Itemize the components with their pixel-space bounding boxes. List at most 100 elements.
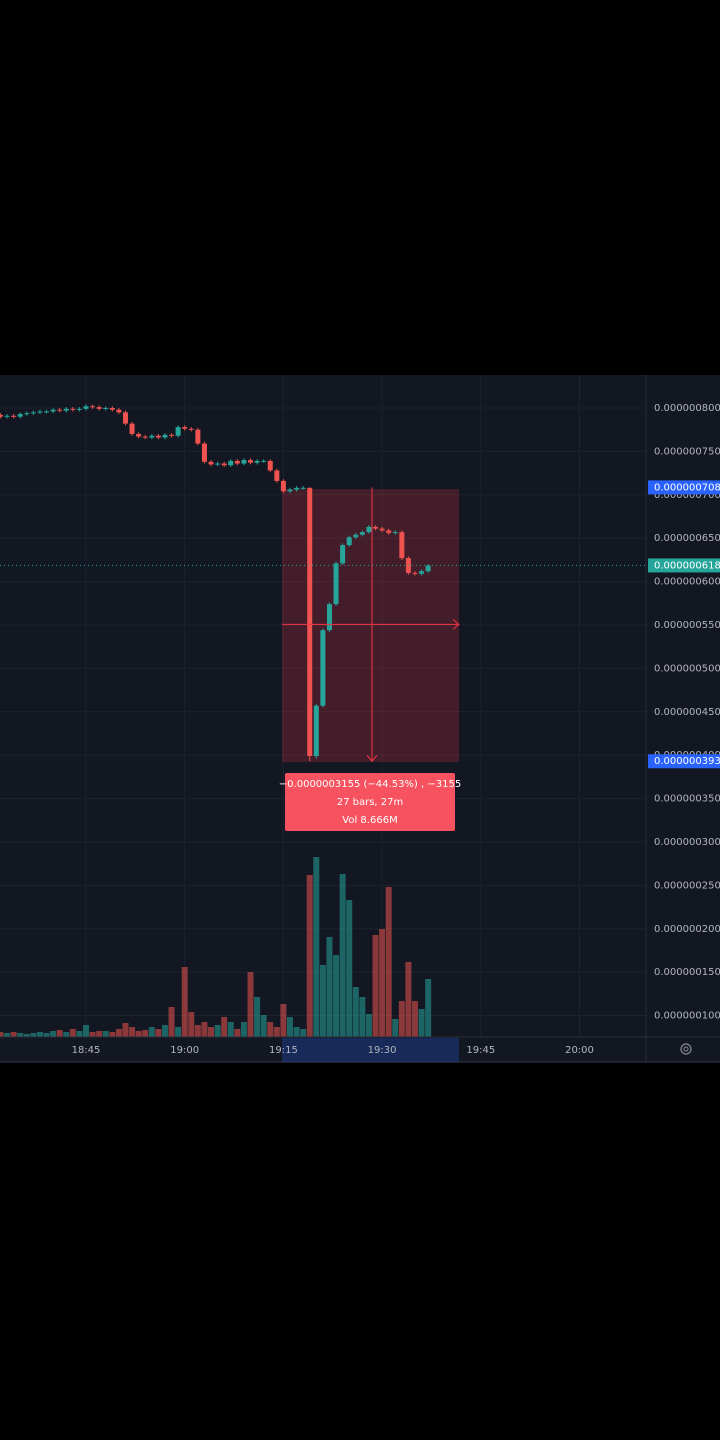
volume-bar	[234, 1029, 241, 1037]
candle-body	[188, 428, 194, 430]
measure-to-label-box	[648, 754, 720, 769]
volume-bar	[17, 1033, 24, 1037]
volume-bar	[412, 1001, 418, 1037]
candle-body	[30, 412, 36, 414]
candle-body	[116, 409, 122, 413]
volume-bar	[392, 1019, 399, 1037]
measure-text: 27 bars, 27m	[337, 797, 404, 808]
volume-bar	[201, 1022, 208, 1037]
measure-from-label-text: 0.0000007085	[654, 482, 720, 493]
volume-bar	[254, 997, 261, 1037]
volume-bar	[333, 955, 340, 1037]
volume-bar	[300, 1029, 307, 1037]
y-tick-label: 0.0000003500	[654, 794, 720, 805]
x-tick-label: 20:00	[565, 1045, 594, 1056]
volume-bar	[168, 1007, 175, 1037]
y-tick-label: 0.0000007500	[654, 446, 720, 457]
candle-body	[122, 412, 128, 424]
candle-body	[333, 563, 339, 605]
measure-text: −0.0000003155 (−44.53%) , −3155	[279, 779, 461, 790]
candle-body	[136, 434, 142, 437]
volume-bar	[418, 1009, 425, 1037]
volume-bar	[319, 965, 326, 1037]
volume-bar	[56, 1030, 63, 1037]
candle-body	[37, 411, 43, 413]
axis-layer: 0.0000001000 0.0000001500 0.0000002000 0.00…	[72, 403, 720, 1056]
volume-bar	[122, 1023, 129, 1037]
volume-bar	[109, 1032, 116, 1037]
volume-bar	[379, 929, 386, 1037]
candle-body	[63, 408, 69, 411]
x-tick-label: 19:15	[269, 1045, 298, 1056]
candle-body	[399, 532, 405, 559]
volume-layer	[0, 857, 432, 1037]
x-tick-label: 19:30	[368, 1045, 397, 1056]
volume-bar	[76, 1031, 83, 1037]
volume-bar	[102, 1031, 109, 1037]
volume-bar	[115, 1029, 122, 1037]
volume-bar	[194, 1025, 201, 1037]
volume-bar	[30, 1033, 37, 1037]
y-tick-label: 0.0000002000	[654, 924, 720, 935]
candle-body	[83, 406, 89, 409]
volume-bar	[372, 935, 379, 1037]
candle-body	[307, 487, 313, 757]
y-tick-label: 0.0000003000	[654, 837, 720, 848]
y-tick-label: 0.0000008000	[654, 403, 720, 414]
volume-bar	[247, 972, 254, 1037]
candle-body	[208, 461, 214, 465]
settings-icon[interactable]	[680, 1043, 692, 1055]
candle-body	[129, 423, 135, 435]
candle-body	[90, 406, 96, 408]
measure-v-arrow	[366, 754, 378, 763]
volume-bar	[346, 900, 353, 1037]
candle-body	[70, 408, 76, 410]
candle-body	[182, 427, 188, 429]
gear-hub	[683, 1046, 689, 1052]
candle-body	[195, 429, 201, 444]
x-tick-label: 19:00	[170, 1045, 199, 1056]
candle-body	[169, 434, 175, 436]
candle-body	[412, 572, 418, 574]
x-tick-label: 19:45	[466, 1045, 495, 1056]
grid	[0, 375, 646, 1037]
candle-layer	[0, 404, 431, 762]
candle-body	[155, 435, 161, 438]
volume-bar	[129, 1027, 136, 1037]
volume-bar	[425, 979, 432, 1037]
volume-bar	[148, 1027, 155, 1037]
candle-body	[419, 571, 425, 574]
y-tick-label: 0.0000005000	[654, 663, 720, 674]
overlay: −0.0000003155 (−44.53%) , −3155 27 bars, …	[0, 487, 646, 831]
measure-h-arrow	[452, 618, 460, 630]
candle-body	[44, 411, 50, 413]
candle-body	[340, 545, 346, 564]
candle-body	[320, 630, 326, 706]
volume-bar	[63, 1032, 70, 1037]
candle-body	[313, 705, 319, 757]
last-price-label-text: 0.0000006186	[654, 560, 720, 571]
candle-body	[96, 407, 102, 409]
candle-body	[175, 427, 181, 436]
candle-body	[234, 460, 240, 464]
volume-bar	[398, 1001, 405, 1037]
volume-bar	[188, 1012, 195, 1037]
candle-body	[366, 526, 372, 533]
candle-body	[379, 528, 385, 531]
volume-bar	[365, 1014, 372, 1037]
y-tick-label: 0.0000007000	[654, 490, 720, 501]
candle-body	[103, 407, 109, 409]
candle-body	[221, 463, 227, 466]
y-tick-label: 0.0000006000	[654, 577, 720, 588]
y-tick-label: 0.0000001000	[654, 1011, 720, 1022]
measure-text: Vol 8.666M	[342, 815, 397, 826]
volume-bar	[4, 1033, 11, 1037]
volume-bar	[339, 874, 346, 1037]
volume-bar	[240, 1022, 247, 1037]
volume-bar	[36, 1032, 43, 1037]
volume-bar	[23, 1034, 30, 1037]
candle-body	[109, 407, 115, 410]
volume-bar	[227, 1022, 234, 1037]
measure-tooltip	[285, 773, 455, 831]
